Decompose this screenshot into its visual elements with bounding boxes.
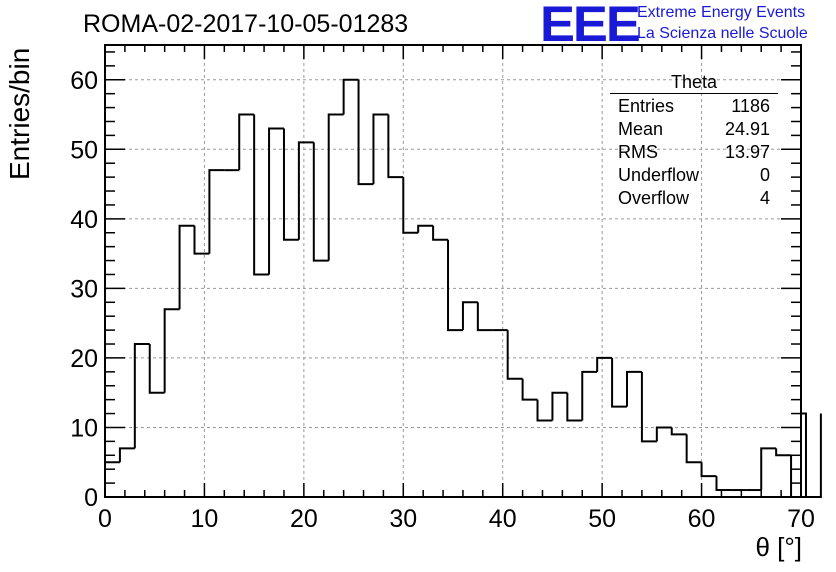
- histogram-bin: [551, 391, 568, 421]
- histogram-bin: [801, 413, 822, 498]
- histogram-bin: [178, 224, 195, 310]
- stats-value: 1186: [731, 96, 770, 116]
- y-tick-label: 50: [70, 136, 98, 164]
- histogram-bin: [208, 169, 225, 254]
- x-tick-label: 10: [191, 505, 219, 533]
- histogram-bin: [268, 127, 284, 275]
- histogram-bin: [327, 113, 344, 261]
- histogram-bin: [447, 239, 463, 332]
- histogram-bin: [432, 225, 449, 241]
- x-tick-label: 30: [389, 505, 417, 533]
- x-tick-label: 60: [688, 505, 716, 533]
- histogram-bin: [611, 357, 627, 408]
- run-title: ROMA-02-2017-10-05-01283: [83, 10, 409, 38]
- histogram-bin: [133, 343, 150, 449]
- grid-lines: [105, 45, 801, 497]
- histogram-bin: [640, 371, 657, 443]
- histogram-bin: [417, 224, 434, 233]
- histogram-bin: [775, 448, 792, 457]
- histogram-bin: [715, 476, 732, 492]
- histogram-bin: [118, 447, 135, 463]
- histogram-bin: [312, 142, 329, 262]
- eee-logo: EEE: [540, 0, 641, 52]
- y-tick-label: 10: [70, 414, 98, 442]
- stats-box: Theta Entries 1186 Mean 24.91 RMS 13.97 …: [610, 73, 778, 209]
- histogram-bin: [163, 308, 180, 393]
- x-tick-label: 40: [489, 505, 517, 533]
- histogram-bin: [387, 114, 404, 179]
- histogram-bin: [282, 128, 299, 241]
- histogram-bin: [536, 399, 553, 422]
- histogram-bin: [148, 344, 165, 394]
- stats-value: 13.97: [724, 142, 770, 162]
- plot-frame: [104, 44, 802, 498]
- logo-line-2: La Scienza nelle Scuole: [637, 25, 808, 42]
- histogram-bin: [402, 177, 419, 234]
- axis-ticks: [104, 45, 802, 498]
- y-tick-label: 60: [70, 67, 98, 95]
- histogram-bin: [581, 370, 598, 421]
- x-axis-label: θ [°]: [755, 532, 802, 562]
- stats-label: Underflow: [618, 165, 700, 185]
- histogram-bin: [297, 141, 314, 240]
- y-tick-label: 20: [70, 345, 98, 373]
- histogram-bin: [790, 455, 801, 498]
- stats-row-overflow: Overflow 4: [610, 186, 778, 209]
- histogram-bin: [670, 427, 687, 436]
- y-tick-label: 0: [84, 484, 98, 512]
- histogram-bin: [760, 447, 777, 491]
- y-axis-label: Entries/bin: [4, 47, 35, 180]
- histogram-bin: [357, 79, 374, 186]
- histogram-bin: [193, 225, 210, 255]
- stats-label: Overflow: [618, 188, 690, 208]
- x-tick-label: 0: [98, 505, 112, 533]
- stats-value: 0: [759, 165, 770, 185]
- stats-row-underflow: Underflow 0: [610, 163, 778, 186]
- histogram-bin: [461, 301, 478, 331]
- y-tick-label: 30: [70, 275, 98, 303]
- stats-row-mean: Mean 24.91: [610, 117, 778, 140]
- stats-label: RMS: [618, 142, 658, 162]
- histogram-bin: [104, 461, 120, 497]
- histogram-bin: [566, 392, 583, 422]
- logo-line-1: Extreme Energy Events: [637, 4, 806, 21]
- histogram-bin: [700, 462, 717, 478]
- x-tick-label: 20: [290, 505, 318, 533]
- histogram-bin: [372, 113, 389, 185]
- histogram-bin: [476, 302, 493, 332]
- histogram-bin: [596, 356, 613, 372]
- histogram-bin: [655, 426, 672, 442]
- histogram-bin: [253, 114, 270, 276]
- stats-label: Mean: [618, 119, 664, 139]
- histogram-bin: [685, 434, 702, 464]
- x-tick-label: 70: [787, 505, 815, 533]
- histogram-bin: [506, 330, 523, 380]
- stats-row-rms: RMS 13.97: [610, 140, 778, 163]
- stats-title: Theta: [610, 73, 778, 94]
- y-tick-label: 40: [70, 206, 98, 234]
- histogram-bin: [342, 78, 359, 115]
- histogram-bin: [626, 370, 642, 407]
- stats-value: 24.91: [724, 119, 770, 139]
- stats-value: 4: [759, 188, 770, 208]
- histogram-bin: [801, 412, 807, 497]
- histogram-bin: [521, 378, 538, 401]
- histogram-bins: [104, 78, 822, 498]
- stats-row-entries: Entries 1186: [610, 94, 778, 117]
- histogram-bin: [238, 113, 255, 171]
- x-tick-label: 50: [588, 505, 616, 533]
- stats-label: Entries: [618, 96, 675, 116]
